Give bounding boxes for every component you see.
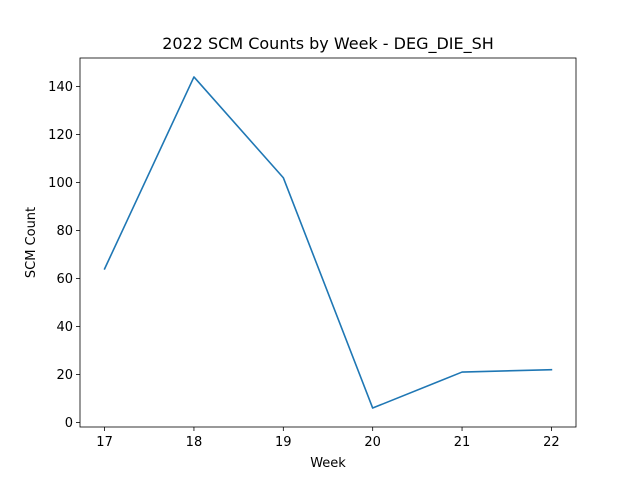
- y-tick-label: 20: [56, 368, 73, 383]
- y-tick-label: 120: [48, 128, 73, 143]
- x-tick-label: 22: [543, 435, 560, 450]
- x-axis: 17 18 19 20 21 22: [96, 427, 560, 450]
- y-axis-label: SCM Count: [24, 207, 39, 278]
- plot-area: [103, 76, 553, 409]
- y-tick-label: 100: [48, 176, 73, 191]
- series-line: [103, 76, 553, 409]
- y-tick-label: 140: [48, 80, 73, 95]
- x-tick-label: 20: [364, 435, 381, 450]
- x-tick-label: 19: [275, 435, 292, 450]
- y-tick-label: 40: [56, 320, 73, 335]
- axes-frame: [79, 57, 577, 428]
- x-tick-label: 21: [454, 435, 471, 450]
- chart-title: 2022 SCM Counts by Week - DEG_DIE_SH: [162, 34, 494, 54]
- x-tick-label: 18: [186, 435, 203, 450]
- y-tick-label: 60: [56, 272, 73, 287]
- y-tick-label: 0: [65, 416, 73, 431]
- y-axis: 0 20 40 60 80 100 120 140: [48, 80, 80, 431]
- x-tick-label: 17: [96, 435, 113, 450]
- y-tick-label: 80: [56, 224, 73, 239]
- x-axis-label: Week: [310, 456, 346, 471]
